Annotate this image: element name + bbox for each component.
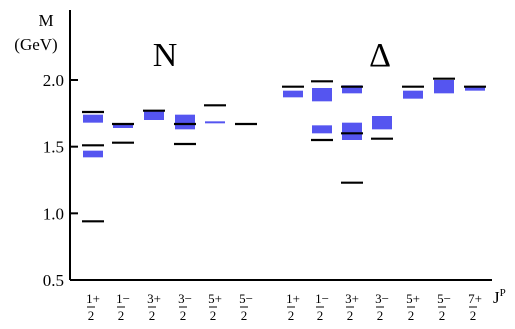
lattice-mass-band xyxy=(283,91,303,98)
lattice-mass-band xyxy=(342,123,362,140)
lattice-mass-band xyxy=(175,115,195,130)
jp-denominator: 2 xyxy=(241,308,248,323)
jp-numerator: 5− xyxy=(437,291,451,306)
lattice-mass-band xyxy=(403,91,423,99)
y-axis-label-line1: M xyxy=(38,11,53,30)
jp-denominator: 2 xyxy=(149,308,156,323)
jp-numerator: 3+ xyxy=(345,291,359,306)
group-label-n: N xyxy=(153,37,178,74)
jp-denominator: 2 xyxy=(118,308,125,323)
x-axis-label: JP xyxy=(493,287,506,307)
y-tick-label: 2.0 xyxy=(43,71,64,90)
jp-denominator: 2 xyxy=(317,308,324,323)
jp-denominator: 2 xyxy=(470,308,477,323)
lattice-mass-band xyxy=(144,111,164,120)
jp-numerator: 1+ xyxy=(286,291,300,306)
y-ticks: 0.5 1.0 1.5 2.0 xyxy=(43,71,78,290)
jp-numerator: 7+ xyxy=(468,291,482,306)
jp-denominator: 2 xyxy=(408,308,415,323)
lattice-mass-band xyxy=(312,88,332,101)
jp-denominator: 2 xyxy=(439,308,446,323)
jp-denominator: 2 xyxy=(377,308,384,323)
x-tick-labels: 1+ 2 1− 2 3+ 2 3− 2 5+ 2 5− 2 1+ 2 1− 2 3+ 2 3− 2 5+ 2 5− 2 7+ 2 xyxy=(86,291,482,323)
jp-numerator: 3− xyxy=(178,291,192,306)
jp-denominator: 2 xyxy=(180,308,187,323)
lattice-mass-band xyxy=(434,80,454,93)
lattice-mass-band xyxy=(205,121,225,123)
group-label-delta: Δ xyxy=(369,37,391,74)
jp-numerator: 1+ xyxy=(86,291,100,306)
y-tick-label: 1.0 xyxy=(43,204,64,223)
jp-numerator: 5+ xyxy=(208,291,222,306)
lattice-mass-band xyxy=(83,115,103,123)
y-tick-label: 1.5 xyxy=(43,138,64,157)
jp-denominator: 2 xyxy=(288,308,295,323)
jp-denominator: 2 xyxy=(347,308,354,323)
jp-numerator: 5+ xyxy=(406,291,420,306)
lattice-mass-band xyxy=(83,151,103,158)
jp-denominator: 2 xyxy=(88,308,95,323)
x-axis-label-superscript: P xyxy=(500,287,506,299)
jp-numerator: 1− xyxy=(116,291,130,306)
group-labels: N Δ xyxy=(153,37,391,74)
y-tick-label: 0.5 xyxy=(43,271,64,290)
lattice-mass-band xyxy=(312,125,332,133)
jp-numerator: 3+ xyxy=(147,291,161,306)
lattice-mass-band xyxy=(372,116,392,129)
axes: M (GeV) JP xyxy=(14,10,505,307)
jp-denominator: 2 xyxy=(210,308,217,323)
jp-numerator: 3− xyxy=(375,291,389,306)
jp-numerator: 5− xyxy=(239,291,253,306)
data-marks xyxy=(82,79,486,222)
y-axis-label-line2: (GeV) xyxy=(14,35,57,54)
jp-numerator: 1− xyxy=(315,291,329,306)
